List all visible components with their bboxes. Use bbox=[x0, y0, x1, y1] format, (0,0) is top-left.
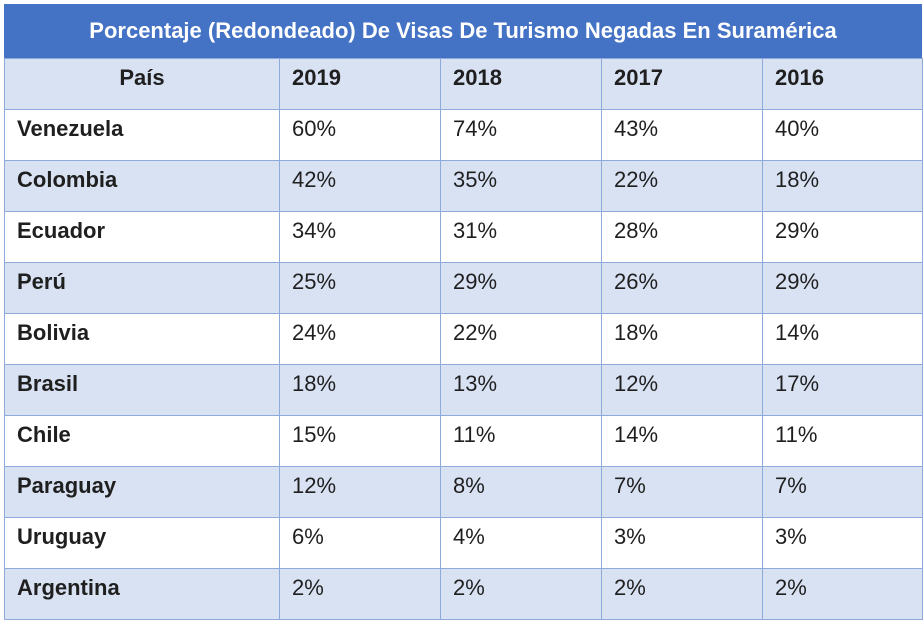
value-cell-2019: 2% bbox=[279, 568, 441, 620]
value-cell-2017: 18% bbox=[601, 313, 763, 365]
table-row: Uruguay 6% 4% 3% 3% bbox=[4, 517, 923, 569]
value-cell-2019: 60% bbox=[279, 109, 441, 161]
country-cell: Bolivia bbox=[4, 313, 280, 365]
value-cell-2016: 18% bbox=[762, 160, 923, 212]
value-cell-2019: 15% bbox=[279, 415, 441, 467]
table-row: Chile 15% 11% 14% 11% bbox=[4, 415, 923, 467]
country-cell: Colombia bbox=[4, 160, 280, 212]
value-cell-2016: 3% bbox=[762, 517, 923, 569]
value-cell-2018: 29% bbox=[440, 262, 602, 314]
value-cell-2016: 11% bbox=[762, 415, 923, 467]
value-cell-2018: 13% bbox=[440, 364, 602, 416]
value-cell-2017: 28% bbox=[601, 211, 763, 263]
value-cell-2017: 3% bbox=[601, 517, 763, 569]
visa-denial-table: País 2019 2018 2017 2016 Venezuela 60% 7… bbox=[4, 58, 923, 620]
value-cell-2019: 24% bbox=[279, 313, 441, 365]
value-cell-2017: 43% bbox=[601, 109, 763, 161]
value-cell-2018: 4% bbox=[440, 517, 602, 569]
value-cell-2018: 74% bbox=[440, 109, 602, 161]
country-cell: Argentina bbox=[4, 568, 280, 620]
column-header-2018: 2018 bbox=[440, 58, 602, 110]
header-row: País 2019 2018 2017 2016 bbox=[4, 58, 923, 110]
value-cell-2017: 12% bbox=[601, 364, 763, 416]
column-header-country: País bbox=[4, 58, 280, 110]
country-cell: Chile bbox=[4, 415, 280, 467]
value-cell-2018: 22% bbox=[440, 313, 602, 365]
value-cell-2016: 29% bbox=[762, 211, 923, 263]
column-header-2017: 2017 bbox=[601, 58, 763, 110]
table-row: Venezuela 60% 74% 43% 40% bbox=[4, 109, 923, 161]
table-row: Argentina 2% 2% 2% 2% bbox=[4, 568, 923, 620]
value-cell-2017: 22% bbox=[601, 160, 763, 212]
value-cell-2019: 42% bbox=[279, 160, 441, 212]
table-row: Brasil 18% 13% 12% 17% bbox=[4, 364, 923, 416]
table-row: Perú 25% 29% 26% 29% bbox=[4, 262, 923, 314]
value-cell-2019: 6% bbox=[279, 517, 441, 569]
country-cell: Brasil bbox=[4, 364, 280, 416]
value-cell-2018: 8% bbox=[440, 466, 602, 518]
visa-table-container: Porcentaje (Redondeado) De Visas De Turi… bbox=[4, 4, 923, 620]
value-cell-2016: 17% bbox=[762, 364, 923, 416]
country-cell: Paraguay bbox=[4, 466, 280, 518]
table-title: Porcentaje (Redondeado) De Visas De Turi… bbox=[4, 4, 922, 58]
table-row: Colombia 42% 35% 22% 18% bbox=[4, 160, 923, 212]
value-cell-2018: 35% bbox=[440, 160, 602, 212]
value-cell-2016: 29% bbox=[762, 262, 923, 314]
value-cell-2019: 34% bbox=[279, 211, 441, 263]
value-cell-2019: 25% bbox=[279, 262, 441, 314]
country-cell: Ecuador bbox=[4, 211, 280, 263]
table-row: Ecuador 34% 31% 28% 29% bbox=[4, 211, 923, 263]
table-row: Paraguay 12% 8% 7% 7% bbox=[4, 466, 923, 518]
country-cell: Venezuela bbox=[4, 109, 280, 161]
value-cell-2016: 2% bbox=[762, 568, 923, 620]
value-cell-2017: 26% bbox=[601, 262, 763, 314]
value-cell-2016: 14% bbox=[762, 313, 923, 365]
value-cell-2016: 40% bbox=[762, 109, 923, 161]
column-header-2016: 2016 bbox=[762, 58, 923, 110]
value-cell-2018: 11% bbox=[440, 415, 602, 467]
country-cell: Perú bbox=[4, 262, 280, 314]
value-cell-2019: 12% bbox=[279, 466, 441, 518]
table-row: Bolivia 24% 22% 18% 14% bbox=[4, 313, 923, 365]
country-cell: Uruguay bbox=[4, 517, 280, 569]
value-cell-2018: 2% bbox=[440, 568, 602, 620]
column-header-2019: 2019 bbox=[279, 58, 441, 110]
value-cell-2019: 18% bbox=[279, 364, 441, 416]
value-cell-2018: 31% bbox=[440, 211, 602, 263]
value-cell-2017: 7% bbox=[601, 466, 763, 518]
value-cell-2017: 14% bbox=[601, 415, 763, 467]
value-cell-2017: 2% bbox=[601, 568, 763, 620]
value-cell-2016: 7% bbox=[762, 466, 923, 518]
